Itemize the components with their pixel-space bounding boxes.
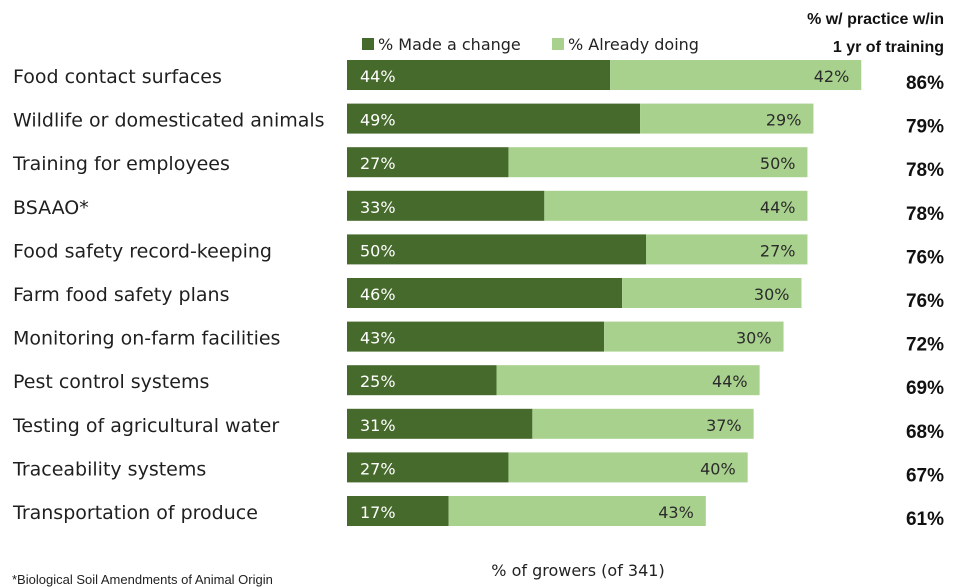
bar-already-doing bbox=[604, 321, 784, 352]
data-label-made-change: 25% bbox=[360, 372, 396, 391]
data-label-made-change: 33% bbox=[360, 198, 396, 217]
bar-already-doing bbox=[496, 365, 760, 396]
total-label: 78% bbox=[906, 204, 944, 225]
data-label-made-change: 49% bbox=[360, 111, 396, 130]
legend-entry-made-change: % Made a change bbox=[378, 35, 521, 54]
category-label: Testing of agricultural water bbox=[12, 415, 279, 437]
total-label: 76% bbox=[906, 247, 944, 268]
data-label-already-doing: 42% bbox=[814, 67, 850, 86]
data-label-already-doing: 44% bbox=[712, 372, 748, 391]
chart-rows: Food contact surfaces 44% 42% 86% Wildlife o… bbox=[12, 60, 944, 530]
data-label-made-change: 46% bbox=[360, 285, 396, 304]
bar-already-doing bbox=[508, 452, 748, 483]
data-label-made-change: 17% bbox=[360, 503, 396, 522]
legend: % Made a change % Already doing bbox=[362, 35, 699, 54]
bar-made-change bbox=[347, 365, 497, 396]
bar-made-change bbox=[347, 190, 545, 221]
data-label-already-doing: 50% bbox=[760, 154, 796, 173]
total-label: 67% bbox=[906, 465, 944, 486]
category-label: Food safety record-keeping bbox=[13, 240, 272, 262]
bar-already-doing bbox=[508, 147, 808, 178]
bar-made-change bbox=[347, 496, 449, 526]
category-label: Traceability systems bbox=[12, 458, 206, 480]
total-label: 86% bbox=[906, 73, 944, 94]
bar-already-doing bbox=[448, 496, 706, 526]
totals-header: % w/ practice w/in 1 yr of training bbox=[807, 11, 944, 56]
data-label-already-doing: 43% bbox=[658, 503, 694, 522]
totals-header-line-1: % w/ practice w/in bbox=[807, 11, 944, 28]
legend-swatch-already-doing bbox=[552, 38, 564, 50]
category-label: Pest control systems bbox=[13, 371, 209, 393]
bar-already-doing bbox=[646, 234, 808, 265]
bar-made-change bbox=[347, 452, 509, 483]
totals-header-line-2: 1 yr of training bbox=[833, 39, 944, 56]
data-label-already-doing: 30% bbox=[736, 329, 772, 348]
data-label-already-doing: 27% bbox=[760, 241, 796, 260]
category-label: Monitoring on-farm facilities bbox=[13, 328, 280, 350]
bar-made-change bbox=[347, 408, 533, 439]
data-label-made-change: 44% bbox=[360, 67, 396, 86]
category-label: Wildlife or domesticated animals bbox=[13, 110, 325, 132]
data-label-already-doing: 37% bbox=[706, 416, 742, 435]
total-label: 61% bbox=[906, 509, 944, 530]
category-label: Farm food safety plans bbox=[13, 284, 229, 306]
category-label: Training for employees bbox=[12, 153, 230, 175]
footnote: *Biological Soil Amendments of Animal Or… bbox=[12, 572, 273, 587]
bar-already-doing bbox=[622, 278, 802, 308]
total-label: 78% bbox=[906, 160, 944, 181]
category-label: BSAAO* bbox=[13, 197, 89, 219]
bar-already-doing bbox=[544, 190, 808, 221]
total-label: 76% bbox=[906, 291, 944, 312]
data-label-already-doing: 44% bbox=[760, 198, 796, 217]
data-label-made-change: 27% bbox=[360, 459, 396, 478]
data-label-already-doing: 29% bbox=[766, 111, 802, 130]
bar-made-change bbox=[347, 321, 605, 352]
total-label: 79% bbox=[906, 117, 944, 138]
data-label-made-change: 27% bbox=[360, 154, 396, 173]
bar-made-change bbox=[347, 103, 641, 134]
total-label: 72% bbox=[906, 335, 944, 356]
bar-made-change bbox=[347, 60, 611, 90]
total-label: 68% bbox=[906, 422, 944, 443]
data-label-already-doing: 30% bbox=[754, 285, 790, 304]
data-label-made-change: 31% bbox=[360, 416, 396, 435]
legend-entry-already-doing: % Already doing bbox=[568, 35, 699, 54]
legend-swatch-made-change bbox=[362, 38, 374, 50]
total-label: 69% bbox=[906, 378, 944, 399]
category-label: Transportation of produce bbox=[12, 502, 258, 524]
bar-already-doing bbox=[610, 60, 862, 90]
bar-made-change bbox=[347, 147, 509, 178]
x-axis-title: % of growers (of 341) bbox=[491, 561, 664, 580]
category-label: Food contact surfaces bbox=[13, 66, 222, 88]
data-label-made-change: 50% bbox=[360, 241, 396, 260]
bar-already-doing bbox=[532, 408, 754, 439]
bar-made-change bbox=[347, 234, 646, 265]
bar-already-doing bbox=[640, 103, 814, 134]
data-label-already-doing: 40% bbox=[700, 459, 736, 478]
data-label-made-change: 43% bbox=[360, 329, 396, 348]
bar-made-change bbox=[347, 278, 623, 308]
